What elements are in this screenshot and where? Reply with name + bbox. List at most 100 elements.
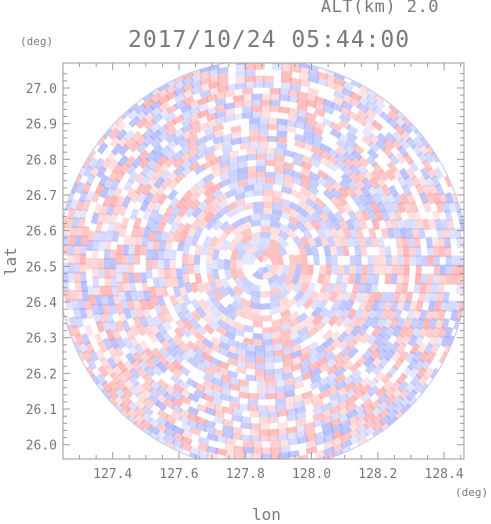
radar-cell (366, 273, 374, 285)
radar-cell (212, 142, 225, 152)
radar-cell (179, 442, 193, 452)
radar-cell (398, 291, 408, 304)
radar-cell (270, 440, 282, 448)
radar-cell (221, 424, 234, 433)
radar-cell (217, 199, 229, 210)
radar-cell (177, 205, 189, 218)
radar-cell (128, 385, 141, 398)
radar-cell (392, 192, 403, 205)
radar-cell (329, 330, 342, 342)
radar-cell (411, 144, 423, 157)
radar-cell (106, 294, 116, 307)
radar-cell (432, 273, 440, 285)
radar-cell (326, 371, 339, 383)
radar-cell (85, 365, 96, 378)
radar-cell (250, 213, 261, 221)
radar-cell (245, 356, 257, 364)
radar-cell (287, 450, 300, 458)
radar-cell (63, 262, 68, 274)
radar-cell (204, 400, 217, 410)
radar-cell (246, 165, 257, 173)
radar-cell (175, 319, 186, 331)
radar-cell (333, 72, 346, 81)
radar-cell (296, 213, 308, 225)
radar-cell (158, 277, 167, 289)
radar-cell (153, 176, 165, 189)
radar-cell (324, 80, 338, 90)
radar-cell (312, 203, 324, 216)
radar-cell (226, 357, 239, 367)
radar-cell (129, 367, 141, 380)
radar-cell (215, 460, 227, 466)
radar-cell (172, 285, 182, 298)
radar-cell (393, 123, 406, 136)
radar-cell (326, 385, 339, 396)
radar-cell (355, 423, 369, 435)
radar-cell (169, 268, 177, 279)
radar-cell (160, 230, 170, 243)
radar-cell (284, 395, 296, 404)
radar-cell (332, 90, 346, 100)
radar-cell (393, 309, 403, 322)
radar-cell (307, 191, 319, 203)
radar-cell (269, 220, 282, 229)
radar-cell (97, 141, 109, 155)
radar-cell (236, 341, 248, 350)
radar-cell (365, 100, 378, 112)
radar-cell (208, 87, 221, 96)
radar-cell (154, 286, 163, 298)
radar-cell (332, 351, 345, 364)
radar-cell (141, 380, 154, 393)
radar-cell (260, 105, 272, 112)
radar-cell (380, 372, 393, 385)
radar-cell (284, 389, 296, 398)
radar-cell (209, 356, 222, 367)
radar-cell (451, 192, 459, 205)
radar-cell (226, 344, 239, 354)
radar-cell (58, 263, 62, 274)
radar-cell (248, 135, 260, 143)
axis-ticks: 127.4 127.6 127.8 128.0 128.2 128.426.026.126… (26, 63, 464, 482)
radar-cell (82, 157, 92, 170)
radar-cell (80, 280, 88, 293)
radar-cell (255, 147, 267, 154)
radar-cell (352, 143, 365, 155)
radar-cell (161, 330, 173, 343)
radar-cell (294, 254, 302, 265)
radar-cell (375, 386, 388, 399)
radar-cell (203, 211, 215, 223)
radar-cell (299, 345, 311, 356)
radar-cell (294, 424, 307, 433)
radar-cell (284, 273, 294, 286)
radar-cell (232, 100, 245, 109)
radar-cell (114, 320, 125, 333)
radar-cell (194, 244, 203, 256)
radar-cell (118, 204, 128, 217)
radar-cell (280, 204, 292, 214)
radar-cell (300, 264, 308, 276)
radar-cell (421, 317, 431, 331)
radar-cell (396, 218, 406, 231)
radar-cell (355, 316, 367, 329)
radar-cell (127, 263, 135, 274)
radar-cell (305, 197, 318, 209)
radar-cell (297, 273, 307, 286)
radar-cell (315, 227, 326, 239)
radar-cell (163, 258, 170, 270)
radar-cell (201, 159, 214, 170)
radar-cell (190, 69, 203, 77)
radar-cell (291, 151, 304, 161)
radar-cell (182, 318, 194, 331)
radar-cell (417, 227, 426, 240)
radar-cell (287, 107, 300, 116)
radar-cell (91, 258, 98, 270)
radar-cell (357, 95, 370, 107)
radar-cell (215, 447, 228, 456)
radar-cell (426, 273, 434, 285)
radar-cell (289, 65, 302, 74)
radar-cell (249, 435, 261, 442)
radar-cell (218, 231, 229, 243)
radar-cell (240, 416, 252, 424)
radar-cell (376, 201, 387, 214)
radar-cell (422, 200, 432, 213)
